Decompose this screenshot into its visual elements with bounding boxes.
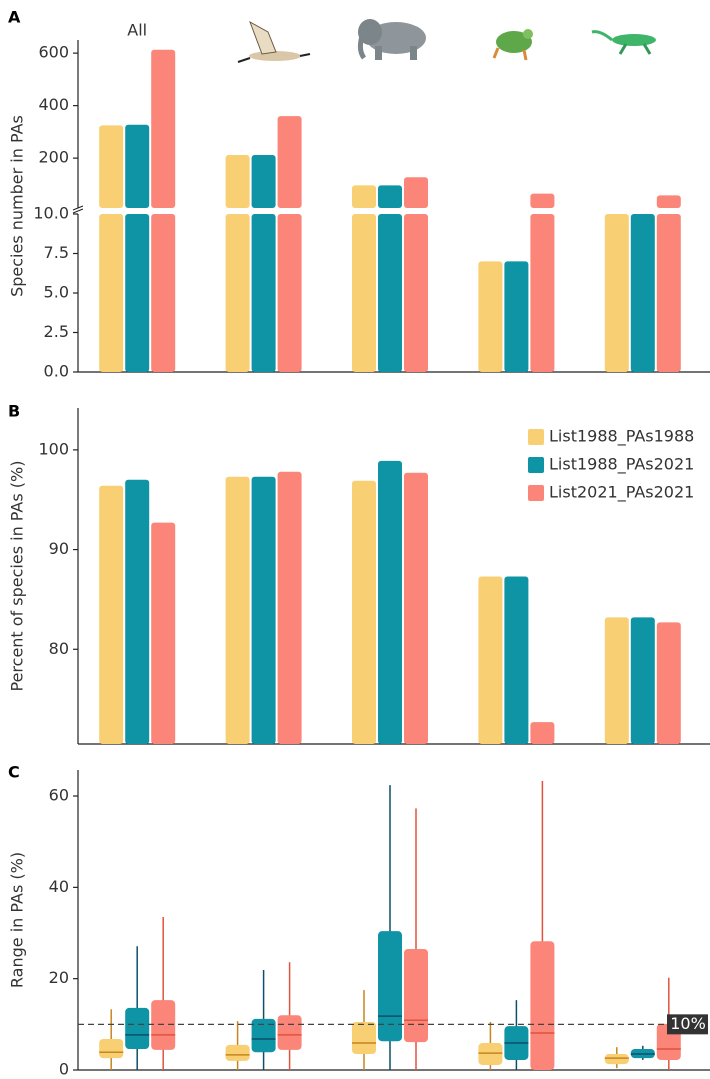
legend-label: List1988_PAs2021: [549, 455, 694, 475]
y-tick-label: 2.5: [44, 322, 69, 341]
bar: [278, 214, 302, 372]
bar: [605, 214, 629, 372]
box: [478, 1043, 502, 1065]
box: [530, 941, 554, 1070]
y-tick-label: 0: [59, 1060, 69, 1079]
bar: [504, 261, 528, 372]
elephant-icon: [358, 19, 426, 60]
y-tick-label: 10.0: [33, 204, 69, 223]
bar: [657, 622, 681, 744]
panel-label: B: [8, 402, 20, 421]
bar: [99, 214, 123, 372]
bar-upper: [378, 185, 402, 208]
box: [125, 1008, 149, 1049]
y-tick-label: 80: [49, 639, 69, 658]
bar: [352, 481, 376, 744]
bird-icon: [238, 22, 310, 62]
box: [99, 1039, 123, 1058]
box: [151, 1000, 175, 1050]
y-tick-label: 200: [38, 148, 69, 167]
bar: [378, 214, 402, 372]
bar-upper: [99, 125, 123, 208]
y-axis-label: Range in PAs (%): [8, 852, 27, 988]
box: [404, 949, 428, 1042]
reference-label: 10%: [670, 1014, 706, 1033]
bar: [151, 214, 175, 372]
y-axis-label: Percent of species in PAs (%): [8, 461, 27, 692]
bar: [631, 617, 655, 744]
bar: [99, 486, 123, 744]
y-tick-label: 60: [49, 786, 69, 805]
bar: [378, 461, 402, 744]
bar: [125, 214, 149, 372]
icons: [238, 19, 656, 62]
lizard-icon: [592, 32, 656, 54]
bar: [530, 214, 554, 372]
box: [352, 1022, 376, 1054]
y-tick-label: 5.0: [44, 283, 69, 302]
bar-upper: [404, 177, 428, 208]
y-tick-label: 0.0: [44, 362, 69, 381]
bar: [530, 722, 554, 744]
box: [278, 1015, 302, 1050]
frog-icon: [494, 29, 533, 60]
y-axis-label: Species number in PAs: [8, 115, 27, 297]
bar: [226, 214, 250, 372]
legend-swatch: [528, 485, 544, 501]
bar: [352, 214, 376, 372]
bar: [657, 214, 681, 372]
bar: [226, 477, 250, 744]
y-tick-label: 40: [49, 877, 69, 896]
box: [605, 1054, 629, 1064]
bar-upper: [657, 195, 681, 208]
bar: [404, 214, 428, 372]
y-tick-label: 600: [38, 43, 69, 62]
panel-label: A: [8, 8, 21, 27]
y-tick-label: 400: [38, 95, 69, 114]
category-label: All: [127, 21, 147, 40]
y-tick-label: 100: [38, 439, 69, 458]
bar: [252, 477, 276, 744]
box: [226, 1045, 250, 1061]
legend-label: List2021_PAs2021: [549, 483, 694, 503]
bar: [631, 214, 655, 372]
bar: [278, 472, 302, 744]
panel-label: C: [8, 763, 20, 782]
bar: [252, 214, 276, 372]
bar-upper: [352, 185, 376, 208]
bar-upper: [278, 116, 302, 208]
legend-swatch: [528, 429, 544, 445]
bar: [478, 261, 502, 372]
figure: A Species number in PAs 0.0 2.5 5.0 7.5 10.0 20…: [0, 0, 710, 1079]
bar-upper: [125, 125, 149, 208]
y-tick-label: 7.5: [44, 243, 69, 262]
bar-upper: [226, 155, 250, 208]
bar-upper: [252, 155, 276, 208]
bar-upper: [530, 194, 554, 208]
y-tick-label: 20: [49, 968, 69, 987]
bar: [478, 576, 502, 744]
legend-label: List1988_PAs1988: [549, 427, 694, 447]
bar: [125, 480, 149, 744]
bar: [151, 523, 175, 744]
bar-upper: [151, 50, 175, 208]
y-tick-label: 90: [49, 539, 69, 558]
bar: [605, 617, 629, 744]
bar: [404, 473, 428, 744]
bar: [504, 576, 528, 744]
legend-swatch: [528, 457, 544, 473]
